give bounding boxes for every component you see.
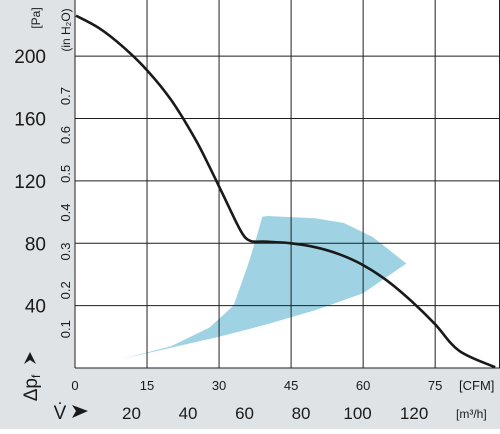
pressure-flow-curve [75,14,496,369]
pa-tick-label-40: 40 [25,297,46,318]
m3h-tick-label-20: 20 [122,404,141,423]
cfm-tick-label-45: 45 [284,378,298,393]
cfm-tick-label-60: 60 [356,378,370,393]
cfm-tick-label-15: 15 [140,378,154,393]
pa-tick-label-120: 120 [14,172,46,193]
m3h-tick-label-40: 40 [179,404,198,423]
cfm-unit-label: [CFM] [459,378,494,393]
pa-tick-label-80: 80 [25,234,46,255]
pressure-symbol-label: Δpf [21,374,43,401]
m3h-tick-label-100: 100 [343,404,371,423]
operating-range-band [76,216,407,368]
inh2o-tick-label-0.1: 0.1 [58,320,73,338]
m3h-unit-label: [m³/h] [456,407,487,421]
inh2o-unit-label: (in H₂O) [59,8,73,51]
inh2o-tick-label-0.7: 0.7 [58,87,73,105]
cfm-tick-label-0: 0 [71,378,78,393]
inh2o-tick-label-0.6: 0.6 [58,126,73,144]
pa-unit-label: [Pa] [29,7,43,28]
m3h-tick-label-80: 80 [292,404,311,423]
m3h-tick-label-60: 60 [235,404,254,423]
cfm-tick-label-30: 30 [212,378,226,393]
inh2o-tick-label-0.4: 0.4 [58,204,73,222]
flow-symbol-label: V̇ [54,403,67,424]
inh2o-tick-label-0.2: 0.2 [58,281,73,299]
pa-tick-label-160: 160 [14,110,46,131]
inh2o-tick-label-0.3: 0.3 [58,242,73,260]
flow-arrow-icon [72,405,88,418]
inh2o-tick-label-0.5: 0.5 [58,165,73,183]
cfm-tick-label-75: 75 [428,378,442,393]
m3h-tick-label-120: 120 [400,404,428,423]
pressure-arrow-icon [24,352,36,364]
pa-tick-label-200: 200 [14,47,46,68]
